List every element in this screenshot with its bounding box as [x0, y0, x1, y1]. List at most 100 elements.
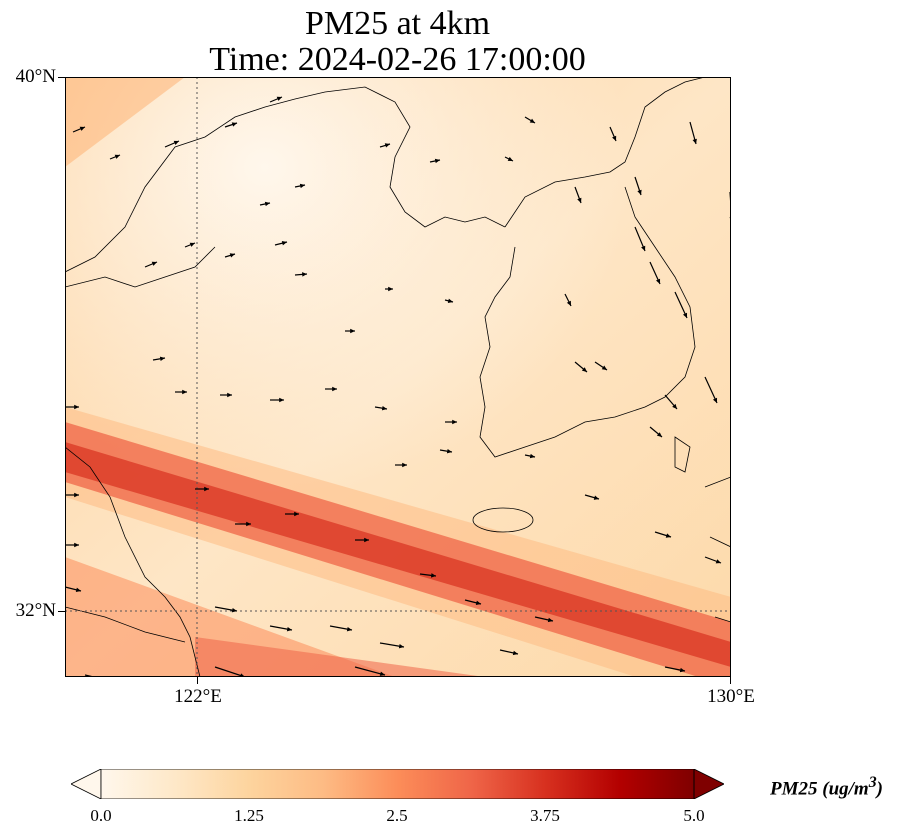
coastline-japan: [704, 476, 731, 623]
wind-vector-head: [512, 650, 518, 656]
wind-vector-head: [529, 453, 535, 459]
coastline-tsushima: [674, 436, 691, 473]
wind-vector-head: [712, 397, 718, 403]
wind-vector-head: [114, 154, 120, 159]
wind-vector-head: [379, 671, 385, 676]
wind-vector-head: [446, 449, 452, 454]
wind-vector-head: [159, 356, 165, 361]
wind-vector-head: [74, 542, 79, 548]
wind-vector-head: [75, 587, 81, 593]
wind-vector-head: [430, 573, 436, 578]
wind-vector-head: [151, 261, 157, 266]
pm25-south-plume: [195, 637, 485, 677]
wind-vector-head: [601, 365, 607, 370]
lat-label-40: 40°N: [15, 66, 56, 87]
wind-vector-head: [279, 397, 284, 403]
wind-vector-head: [547, 617, 553, 623]
wind-vector-head: [346, 626, 352, 632]
wind-vector-head: [577, 197, 582, 203]
pm25-map: [65, 77, 731, 677]
wind-vector-head: [402, 462, 407, 468]
wind-vector-head: [381, 406, 387, 411]
wind-vector-head: [350, 328, 355, 334]
colorbar-tick-2: 2.5: [386, 806, 408, 825]
coastline-yangtze: [65, 606, 186, 643]
wind-vector-head: [715, 559, 721, 564]
wind-vector-head: [189, 242, 195, 247]
colorbar-label-end: ): [876, 778, 883, 800]
wind-vector-head: [173, 140, 179, 145]
wind-vector-head: [302, 272, 307, 277]
map-frame: [65, 77, 731, 677]
wind-vector-head: [475, 600, 481, 606]
colorbar-label-main: PM25 (ug/m: [770, 778, 869, 800]
coastline-bohai: [65, 86, 506, 273]
wind-vector-head: [229, 253, 235, 258]
lon-tick-130: [730, 677, 731, 684]
lon-label-130: 130°E: [707, 686, 755, 707]
colorbar-label: PM25 (ug/m3): [770, 774, 883, 800]
coastline-shandong: [65, 246, 216, 288]
colorbar-label-sup: 3: [868, 774, 877, 791]
lon-tick-122: [197, 677, 198, 684]
wind-vector-head: [388, 286, 393, 292]
pm25-southwest-plume: [65, 557, 395, 677]
wind-vector: [214, 666, 246, 677]
coastline-group: [65, 77, 731, 677]
wind-vector-head: [447, 298, 453, 304]
lon-label-122: 122°E: [174, 686, 222, 707]
pm25-northwest-patch: [65, 77, 185, 167]
wind-vector-head: [692, 138, 697, 144]
wind-vector-head: [398, 644, 404, 649]
colorbar-tick-4: 5.0: [683, 806, 705, 825]
colorbar-frame: [100, 769, 695, 799]
wind-vector-head: [364, 537, 369, 543]
wind-vector-head: [434, 158, 440, 164]
wind-vector-head: [74, 492, 79, 498]
map-timestamp: Time: 2024-02-26 17:00:00: [209, 41, 586, 78]
map-title: PM25 at 4km: [304, 5, 491, 42]
coastline-korea-north: [504, 77, 706, 228]
wind-vector-head: [672, 403, 677, 409]
wind-vector: [354, 666, 386, 676]
colorbar-tick-3: 3.75: [530, 806, 560, 825]
lat-label-32: 32°N: [15, 600, 56, 621]
wind-vector-head: [581, 367, 587, 372]
wind-vector-head: [294, 511, 299, 517]
wind-vector-head: [679, 667, 685, 673]
wind-vector-head: [204, 486, 209, 492]
wind-vector-head: [79, 126, 85, 131]
wind-vector-head: [231, 122, 237, 127]
wind-vector-head: [281, 240, 287, 246]
wind-vector-head: [637, 189, 642, 195]
wind-vector-head: [507, 156, 513, 161]
lat-tick-32: [58, 611, 65, 612]
coastline-korean-peninsula: [479, 186, 696, 458]
wind-vector-head: [566, 300, 571, 306]
colorbar-gradient: [101, 769, 694, 799]
wind-vector-head: [656, 432, 662, 437]
colorbar-tick-1: 1.25: [234, 806, 264, 825]
wind-vector-head: [641, 245, 646, 251]
coastline-china-east: [65, 446, 201, 677]
colorbar-tick-0: 0.0: [90, 806, 112, 825]
wind-vector-head: [332, 386, 337, 392]
wind-vector-head: [246, 521, 251, 527]
wind-vector-head: [682, 312, 688, 318]
colorbar-extend-high: [693, 769, 724, 799]
wind-vector-head: [665, 533, 671, 538]
wind-vector-head: [593, 495, 599, 500]
pm25-band-core: [65, 442, 731, 667]
wind-vector-head: [182, 389, 187, 395]
wind-vector-head: [655, 278, 661, 284]
colorbar-extend-low: [71, 769, 102, 799]
wind-vector-head: [286, 626, 292, 632]
wind-vector-head: [384, 143, 390, 148]
wind-vector-head: [74, 404, 79, 410]
lat-tick-40: [58, 77, 65, 78]
wind-vector-head: [612, 135, 617, 141]
wind-vector-head: [529, 118, 535, 123]
wind-vectors: [65, 96, 731, 677]
wind-vector-head: [231, 607, 237, 613]
wind-vector-head: [452, 419, 457, 425]
